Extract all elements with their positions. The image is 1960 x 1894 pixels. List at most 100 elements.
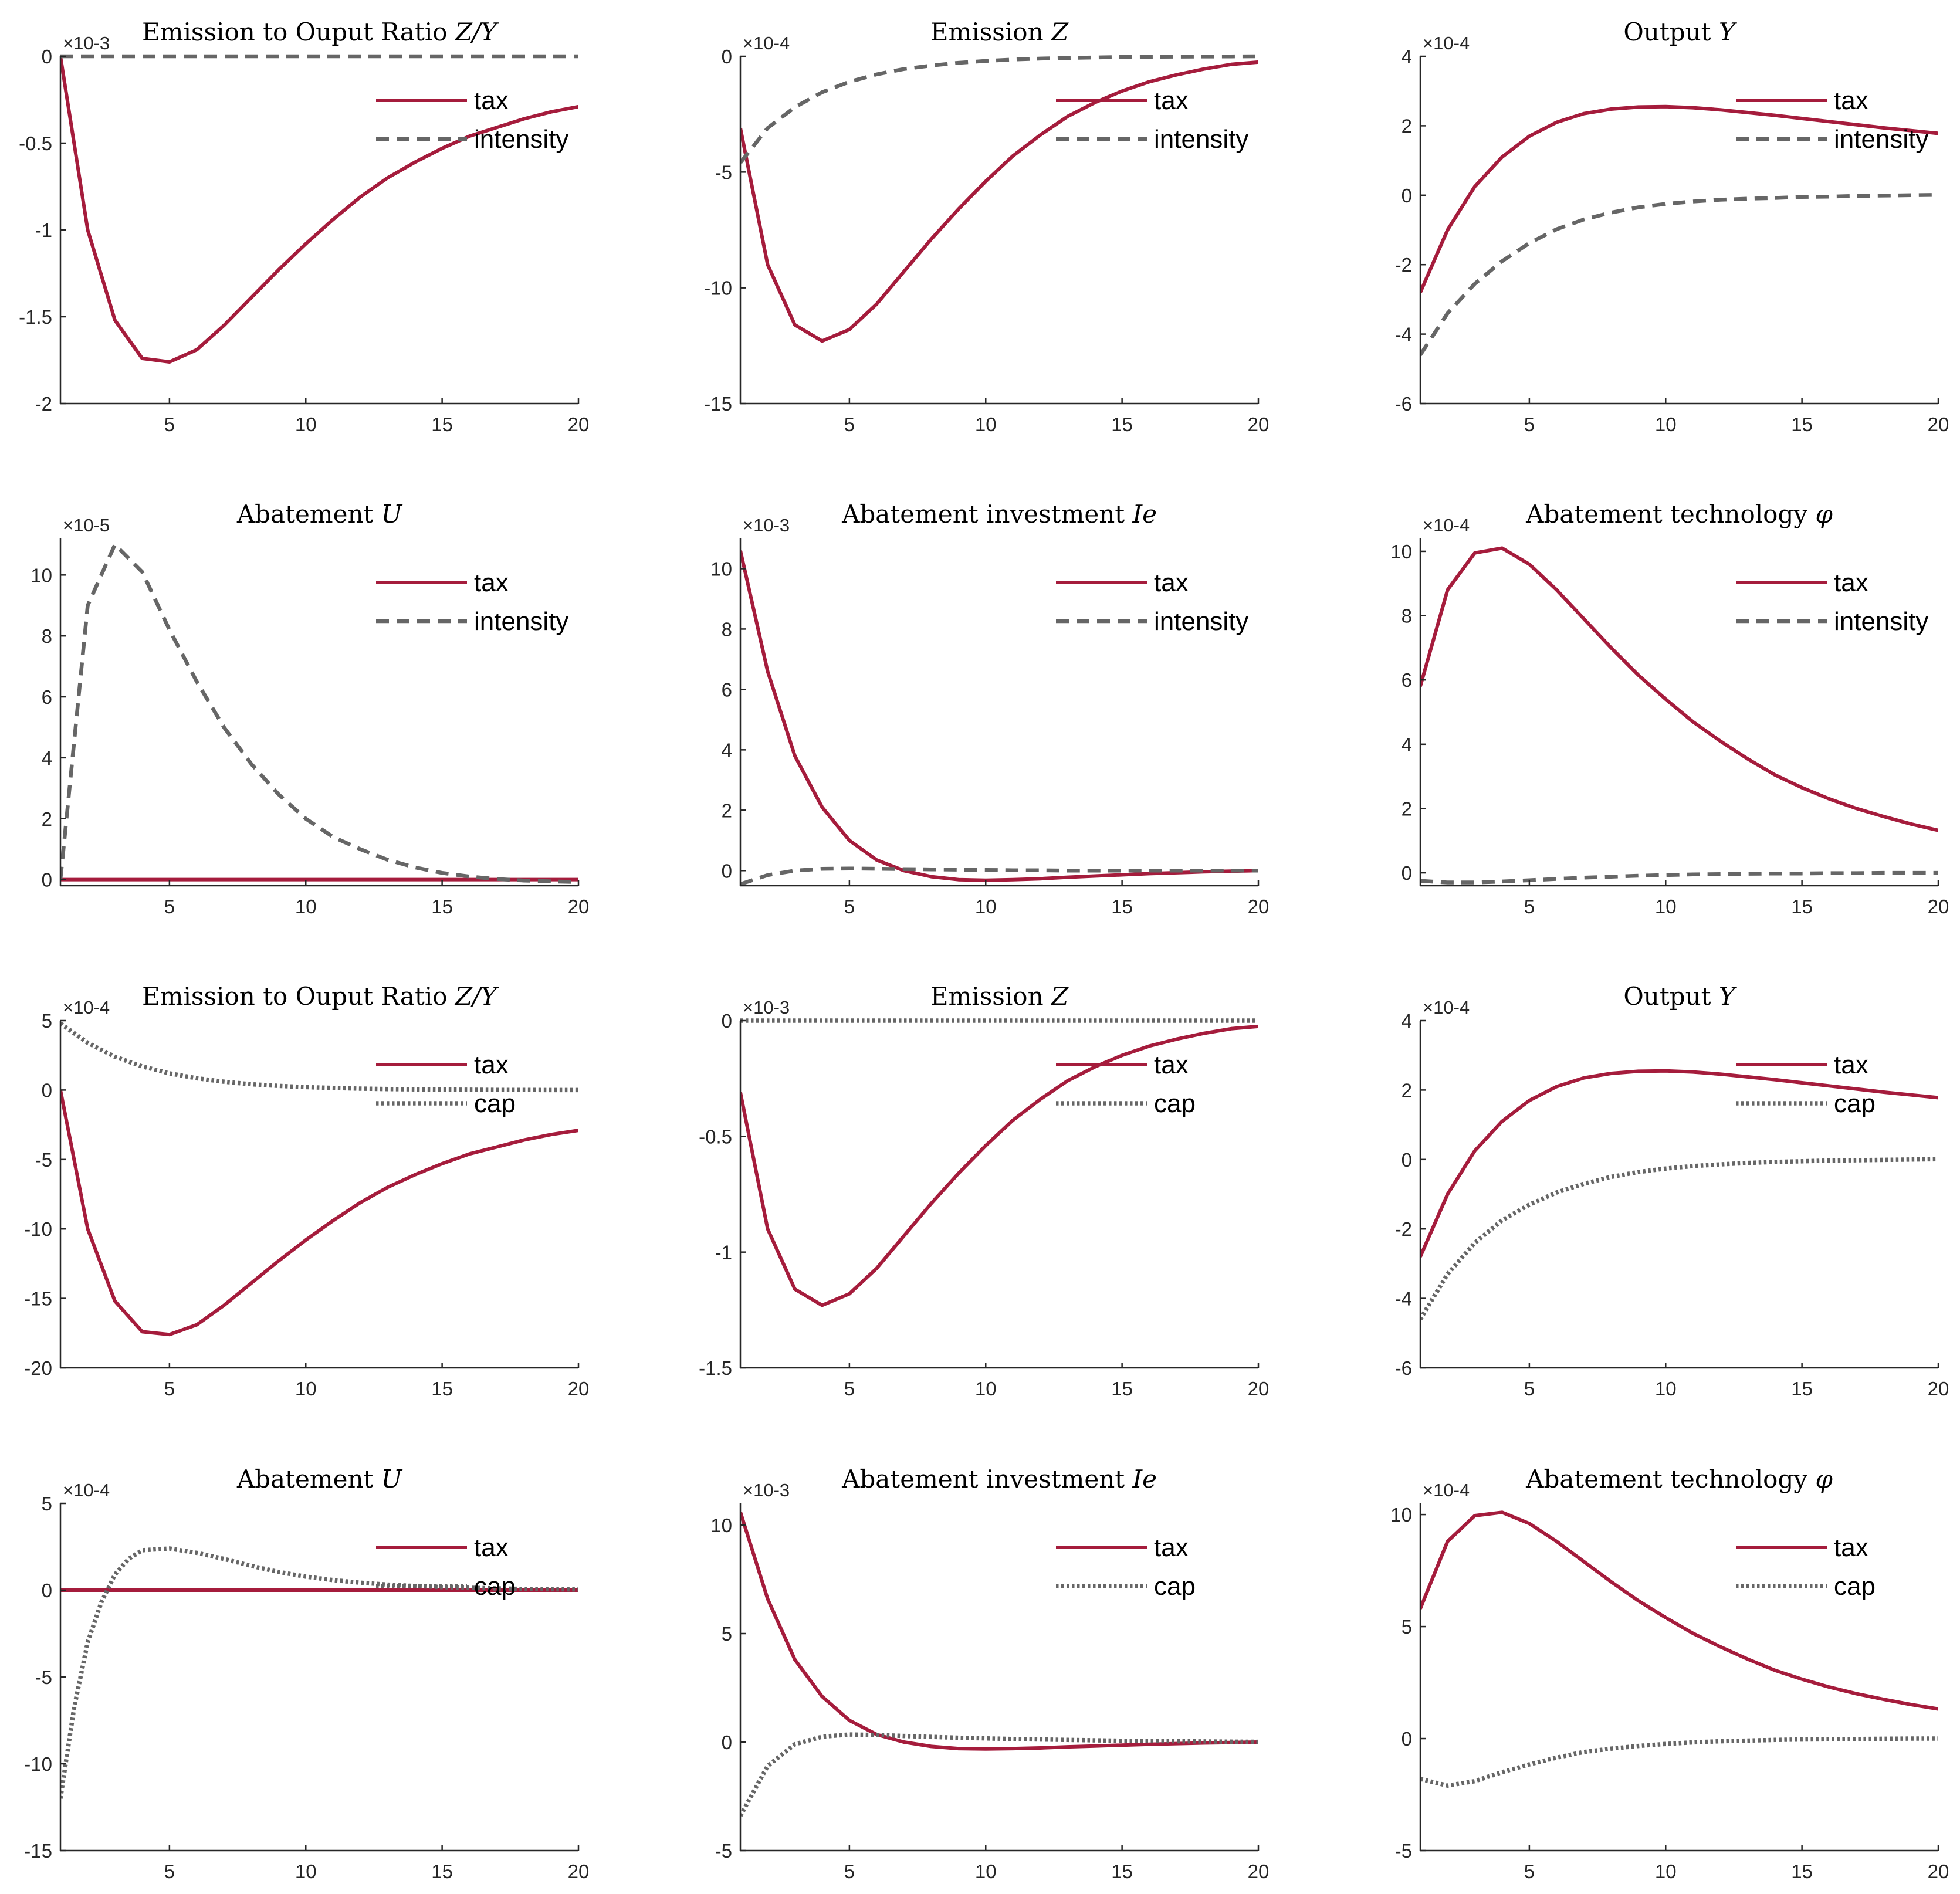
legend-label-tax: tax <box>474 568 509 597</box>
series-group <box>60 54 578 364</box>
x-tick-label: 5 <box>164 1861 175 1882</box>
legend-label-cap: cap <box>474 1572 516 1601</box>
x-tick-label: 5 <box>1524 1378 1535 1400</box>
x-tick-label: 15 <box>431 1861 453 1882</box>
legend-label-intensity: intensity <box>474 607 568 636</box>
series-line-tax <box>1420 546 1938 832</box>
x-tick-label: 5 <box>844 1861 855 1882</box>
y-tick-label: 10 <box>1390 1504 1412 1526</box>
y-tick-label: 4 <box>42 747 52 769</box>
title-space <box>373 1465 381 1493</box>
x-tick-label: 15 <box>1791 1378 1813 1400</box>
chart-panel: 5 10 15 20 0 2 4 6 8 10 ×10-4 Abatement technology … <box>1390 500 1949 917</box>
series-line-cap <box>1420 1736 1938 1788</box>
series-line-tax <box>740 1511 1258 1751</box>
chart-title-text: Emission <box>930 18 1044 46</box>
y-tick-label: 10 <box>31 564 52 586</box>
y-axis-exponent: ×10-3 <box>63 33 110 53</box>
y-tick-label: 2 <box>1402 115 1412 137</box>
y-tick-label: -5 <box>35 1149 52 1171</box>
y-tick-label: -6 <box>1395 393 1412 415</box>
series-line-cap <box>60 1021 578 1093</box>
legend-label-intensity: intensity <box>1834 125 1928 154</box>
chart-title-text: Abatement investment <box>841 1465 1125 1493</box>
x-tick-label: 5 <box>164 414 175 435</box>
series-line-cap <box>740 1732 1258 1817</box>
chart-title: Abatement technology φ <box>1525 500 1833 528</box>
y-tick-label: 2 <box>1402 1079 1412 1101</box>
title-space <box>1125 500 1132 528</box>
chart-title: Output Y <box>1623 982 1738 1011</box>
y-tick-label: 0 <box>722 860 732 882</box>
legend-label-intensity: intensity <box>474 125 568 154</box>
chart-panel: 5 10 15 20 -5 0 5 10 ×10-4 Abatement technology φ… <box>1390 1465 1949 1882</box>
chart-title-math: Y <box>1719 982 1738 1011</box>
x-tick-label: 20 <box>1248 896 1270 917</box>
x-tick-label: 10 <box>975 1861 997 1882</box>
y-tick-label: 0 <box>42 1580 52 1601</box>
series-line-tax <box>60 1089 578 1337</box>
x-tick-label: 5 <box>844 1378 855 1400</box>
chart-title: Abatement technology φ <box>1525 1465 1833 1493</box>
legend-label-tax: tax <box>1834 86 1868 115</box>
legend-label-tax: tax <box>1154 1051 1189 1079</box>
y-tick-label: -0.5 <box>19 133 52 154</box>
y-tick-label: 5 <box>722 1623 732 1645</box>
chart-title-math: Z <box>1050 982 1069 1011</box>
series-line-tax <box>1420 1069 1938 1258</box>
y-tick-label: -20 <box>24 1357 52 1379</box>
title-space <box>1044 982 1051 1011</box>
legend-label-tax: tax <box>474 86 509 115</box>
chart-title-text: Abatement investment <box>841 500 1125 528</box>
y-tick-label: 5 <box>42 1493 52 1514</box>
y-tick-label: -5 <box>715 1840 732 1862</box>
title-space <box>1125 1465 1132 1493</box>
series-group <box>60 1021 578 1337</box>
y-tick-label: 0 <box>1402 1728 1412 1750</box>
y-tick-label: -10 <box>24 1753 52 1775</box>
x-tick-label: 20 <box>1928 896 1949 917</box>
chart-title-math: Ie <box>1132 1465 1156 1493</box>
y-axis-exponent: ×10-4 <box>743 33 790 53</box>
y-axis-exponent: ×10-3 <box>743 1480 790 1500</box>
series-line-tax <box>1420 104 1938 293</box>
chart-title-text: Abatement technology <box>1525 500 1807 528</box>
y-axis-exponent: ×10-4 <box>63 997 110 1018</box>
y-tick-label: -6 <box>1395 1357 1412 1379</box>
x-tick-label: 5 <box>1524 1861 1535 1882</box>
x-tick-label: 20 <box>1928 1378 1949 1400</box>
legend-label-cap: cap <box>1834 1089 1876 1118</box>
y-tick-label: 4 <box>1402 734 1412 755</box>
y-tick-label: -1 <box>35 219 52 241</box>
chart-title-math: φ <box>1815 500 1833 528</box>
title-space <box>448 982 455 1011</box>
y-tick-label: -5 <box>1395 1840 1412 1862</box>
x-tick-label: 20 <box>1928 414 1949 435</box>
y-tick-label: 2 <box>42 808 52 830</box>
chart-title: Emission to Ouput Ratio Z/Y <box>142 18 499 46</box>
legend-label-tax: tax <box>1154 568 1189 597</box>
y-tick-label: 5 <box>1402 1616 1412 1638</box>
y-tick-label: 10 <box>710 1514 732 1536</box>
y-tick-label: 6 <box>42 686 52 708</box>
y-tick-label: 0 <box>1402 185 1412 206</box>
series-line-intensity <box>740 866 1258 886</box>
series-line-tax <box>1420 1510 1938 1711</box>
y-tick-label: 10 <box>710 558 732 580</box>
y-axis-exponent: ×10-5 <box>63 515 110 536</box>
y-tick-label: -2 <box>35 393 52 415</box>
chart-panel: 5 10 15 20 0 2 4 6 8 10 ×10-3 Abatement investment … <box>710 500 1269 917</box>
x-tick-label: 15 <box>1111 414 1133 435</box>
x-tick-label: 20 <box>568 1378 590 1400</box>
x-tick-label: 20 <box>1928 1861 1949 1882</box>
chart-title-text: Emission to Ouput Ratio <box>142 18 448 46</box>
legend-label-cap: cap <box>1834 1572 1876 1601</box>
chart-title: Emission Z <box>930 982 1069 1011</box>
x-tick-label: 20 <box>1248 414 1270 435</box>
chart-title: Output Y <box>1623 18 1738 46</box>
legend-label-tax: tax <box>1834 1051 1868 1079</box>
